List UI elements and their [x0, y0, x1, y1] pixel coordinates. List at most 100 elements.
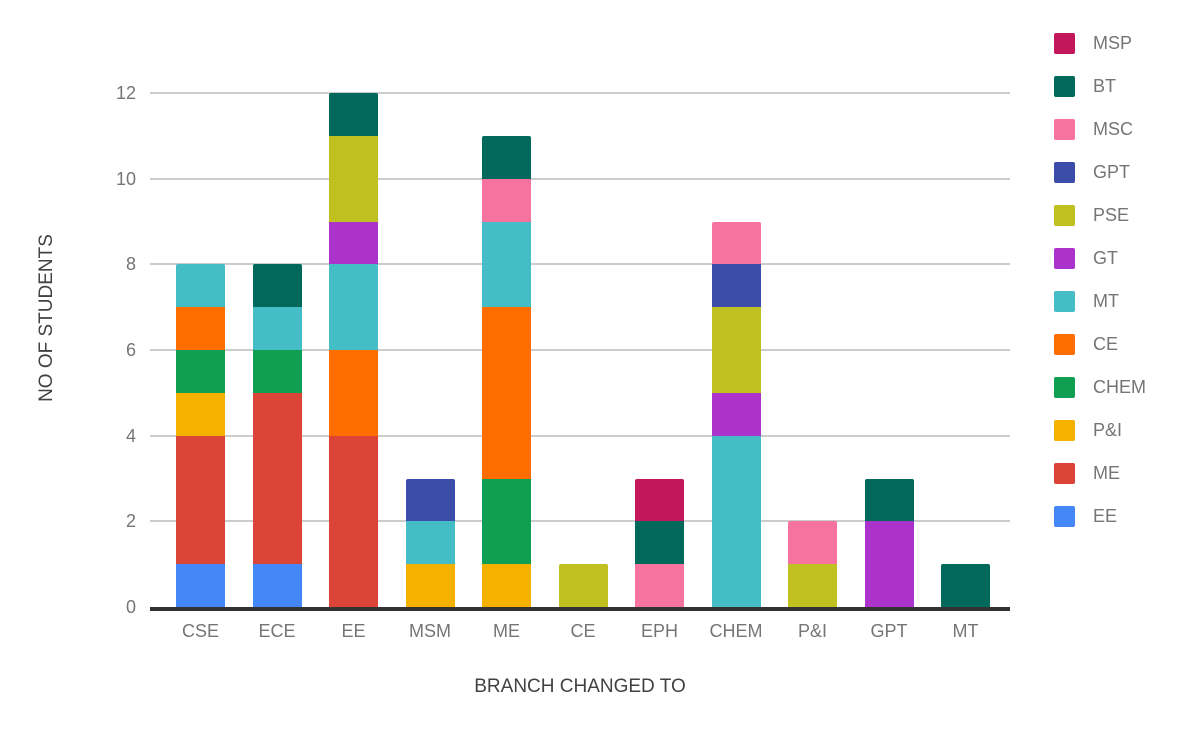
- y-tick-label-12: 12: [115, 83, 136, 103]
- bar-segment-cse-me[interactable]: [176, 435, 225, 565]
- x-tick-label-chem: CHEM: [709, 621, 763, 641]
- bar-segment-ee-pse[interactable]: [329, 135, 378, 222]
- bar-msm: [405, 478, 455, 607]
- bar-segment-gpt-bt[interactable]: [864, 478, 914, 522]
- y-tick-label-4: 4: [125, 425, 136, 446]
- x-tick-label-eph: EPH: [640, 621, 678, 641]
- legend: MSP BT MSC GPT PSE GT MT CE CHEM P&I ME EE: [1054, 33, 1146, 549]
- legend-item-msp[interactable]: MSP: [1054, 33, 1146, 54]
- bar-segment-me-ce[interactable]: [482, 307, 531, 479]
- bar-segment-ee-ce[interactable]: [329, 350, 378, 436]
- legend-swatch-pi: [1054, 420, 1075, 441]
- x-tick-label-mt: MT: [952, 621, 979, 641]
- legend-item-ce[interactable]: CE: [1054, 334, 1146, 355]
- bar-segment-me-pi[interactable]: [482, 564, 531, 607]
- legend-item-chem[interactable]: CHEM: [1054, 377, 1146, 398]
- bar-segment-ece-mt[interactable]: [252, 307, 302, 350]
- x-tick-label-cse: CSE: [181, 621, 219, 641]
- bar-segment-cse-chem[interactable]: [176, 350, 225, 393]
- bar-segment-cse-ce[interactable]: [176, 307, 225, 350]
- plot-area: [150, 92, 1010, 611]
- bar-segment-me-bt[interactable]: [482, 135, 531, 179]
- x-tick-label-pi: P&I: [797, 621, 827, 641]
- bar-segment-chem-mt[interactable]: [711, 435, 761, 607]
- bar-segment-chem-pse[interactable]: [711, 307, 761, 393]
- legend-label-gt: GT: [1093, 248, 1118, 268]
- legend-swatch-me: [1054, 463, 1075, 484]
- bar-segment-pi-pse[interactable]: [788, 564, 837, 607]
- bar-segment-cse-ee[interactable]: [176, 564, 225, 607]
- x-tick-label-ce: CE: [570, 621, 596, 641]
- bar-segment-ee-gt[interactable]: [329, 221, 378, 265]
- bar-segment-chem-msc[interactable]: [711, 221, 761, 265]
- bar-ee: [329, 93, 378, 607]
- bar-segment-cse-mt[interactable]: [176, 264, 225, 308]
- bar-segment-chem-gt[interactable]: [711, 392, 761, 436]
- bar-segment-me-msc[interactable]: [482, 178, 531, 222]
- bar-segment-me-mt[interactable]: [482, 221, 531, 308]
- legend-item-me[interactable]: ME: [1054, 463, 1146, 484]
- bar-segment-pi-msc[interactable]: [788, 521, 837, 565]
- legend-swatch-gpt: [1054, 162, 1075, 183]
- bar-segment-ee-me[interactable]: [329, 435, 378, 607]
- legend-item-pi[interactable]: P&I: [1054, 420, 1146, 441]
- gridline-y8: [150, 263, 1010, 266]
- bar-segment-ee-bt[interactable]: [329, 93, 378, 136]
- legend-label-bt: BT: [1093, 76, 1117, 96]
- bar-segment-msm-pi[interactable]: [405, 564, 455, 607]
- y-tick-label-10: 10: [115, 168, 136, 189]
- legend-label-chem: CHEM: [1093, 377, 1146, 397]
- legend-item-mt[interactable]: MT: [1054, 291, 1146, 312]
- gridline-y10: [150, 177, 1010, 180]
- legend-swatch-pse: [1054, 205, 1075, 226]
- bar-segment-eph-msp[interactable]: [635, 478, 684, 522]
- legend-label-pse: PSE: [1093, 205, 1130, 225]
- legend-item-pse[interactable]: PSE: [1054, 205, 1146, 226]
- bar-eph: [635, 478, 684, 607]
- bar-segment-gpt-gt[interactable]: [864, 521, 914, 607]
- legend-item-msc[interactable]: MSC: [1054, 119, 1146, 140]
- x-tick-label-ee: EE: [341, 621, 366, 641]
- legend-item-bt[interactable]: BT: [1054, 76, 1146, 97]
- bar-segment-ee-mt[interactable]: [329, 264, 378, 350]
- legend-swatch-chem: [1054, 377, 1075, 398]
- bar-segment-cse-pi[interactable]: [176, 392, 225, 436]
- legend-swatch-msc: [1054, 119, 1075, 140]
- y-tick-label-2: 2: [125, 511, 136, 532]
- bar-ece: [252, 264, 302, 607]
- bar-segment-eph-msc[interactable]: [635, 564, 684, 607]
- bar-segment-ece-ee[interactable]: [252, 564, 302, 607]
- gridline-y12: [150, 92, 1010, 94]
- legend-item-gpt[interactable]: GPT: [1054, 162, 1146, 183]
- legend-swatch-bt: [1054, 76, 1075, 97]
- gridline-y4: [150, 434, 1010, 437]
- bar-pi: [788, 521, 837, 607]
- bar-mt: [941, 564, 990, 607]
- bar-ce: [558, 564, 608, 607]
- gridline-y2: [150, 520, 1010, 523]
- y-tick-label-8: 8: [125, 254, 136, 275]
- bar-segment-eph-bt[interactable]: [635, 521, 684, 565]
- gridline-y6: [150, 349, 1010, 351]
- legend-item-gt[interactable]: GT: [1054, 248, 1146, 269]
- legend-swatch-ce: [1054, 334, 1075, 355]
- bar-segment-mt-bt[interactable]: [941, 564, 990, 607]
- y-tick-label-6: 6: [125, 340, 136, 360]
- bar-gpt: [864, 478, 914, 607]
- legend-label-pi: P&I: [1093, 420, 1123, 440]
- bar-segment-ece-bt[interactable]: [252, 264, 302, 308]
- bar-segment-msm-gpt[interactable]: [405, 478, 455, 522]
- legend-label-me: ME: [1093, 463, 1120, 483]
- x-axis-title: BRANCH CHANGED TO: [474, 676, 686, 697]
- legend-swatch-mt: [1054, 291, 1075, 312]
- bar-segment-ece-me[interactable]: [252, 392, 302, 565]
- bar-segment-me-chem[interactable]: [482, 478, 531, 565]
- bar-segment-ce-pse[interactable]: [558, 564, 608, 607]
- legend-item-ee[interactable]: EE: [1054, 506, 1146, 527]
- x-tick-label-msm: MSM: [409, 621, 451, 641]
- bar-segment-msm-mt[interactable]: [405, 521, 455, 565]
- bar-segment-chem-gpt[interactable]: [711, 264, 761, 308]
- bar-segment-ece-chem[interactable]: [252, 350, 302, 393]
- bar-chem: [711, 221, 761, 607]
